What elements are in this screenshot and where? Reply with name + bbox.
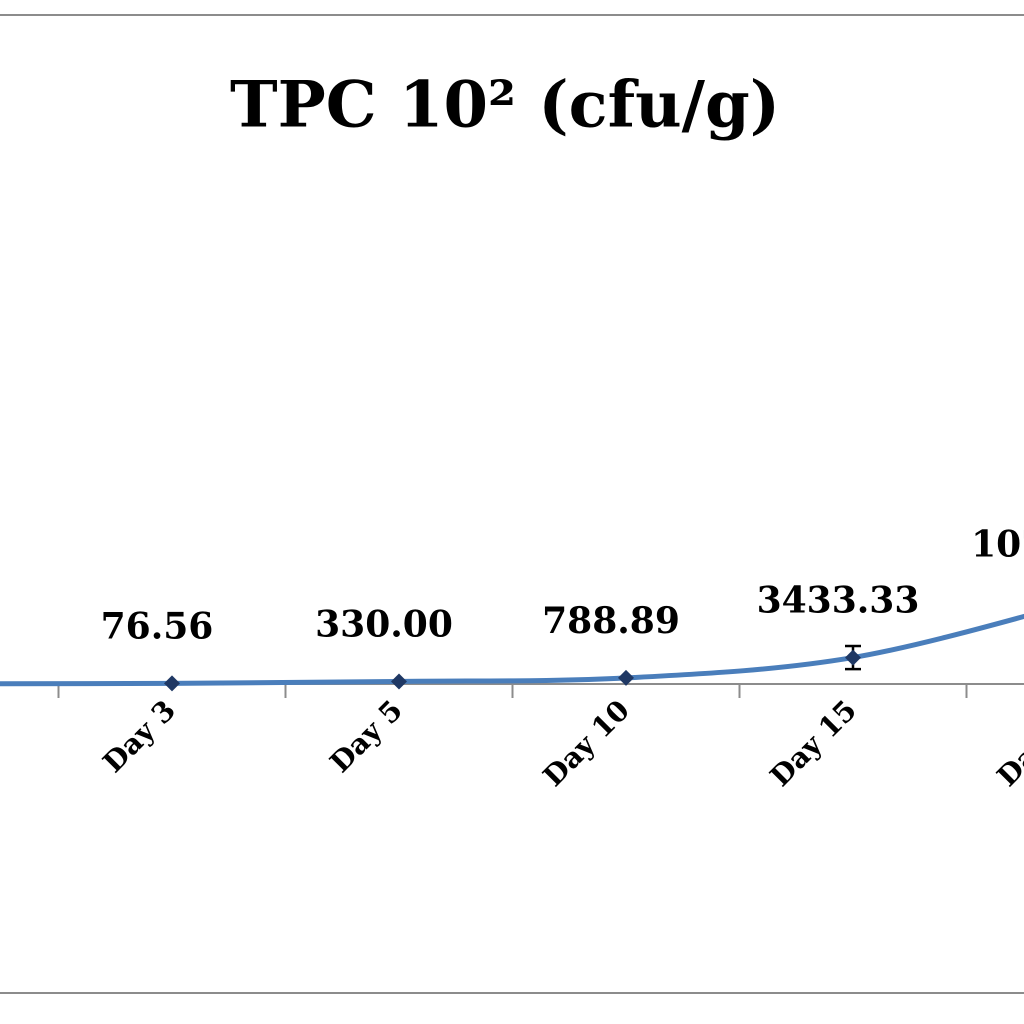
data-label: 330.00 (315, 603, 453, 645)
marker (164, 675, 180, 692)
marker (618, 669, 634, 686)
data-label: 788.89 (542, 600, 680, 642)
chart-title: TPC 10² (cfu/g) (230, 68, 780, 143)
marker (391, 673, 407, 690)
data-label: 3433.33 (757, 580, 920, 622)
data-label: 10733.33 (971, 523, 1024, 565)
chart-frame (0, 14, 1024, 994)
data-label: 76.56 (101, 605, 214, 647)
series-line (0, 613, 1024, 687)
marker (845, 649, 861, 666)
